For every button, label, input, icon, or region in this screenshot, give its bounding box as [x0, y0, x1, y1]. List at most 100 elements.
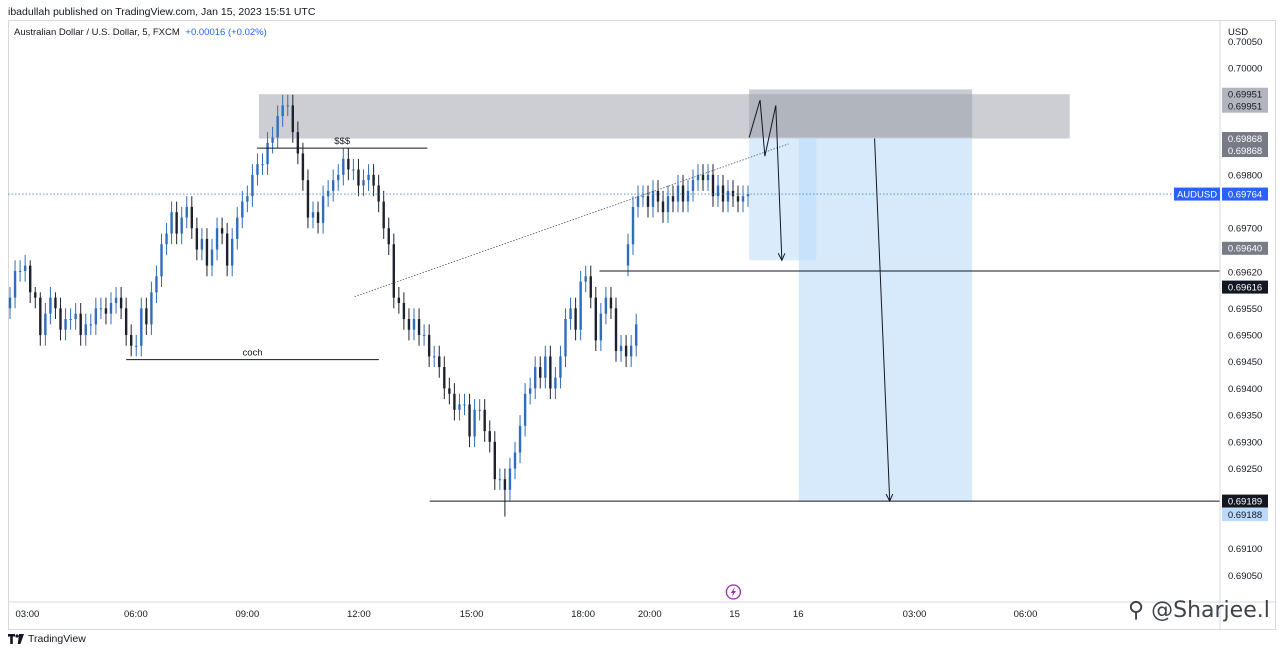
candle-body	[342, 158, 345, 175]
candle-body	[362, 180, 365, 186]
candle-body	[18, 270, 22, 272]
candle-body	[463, 404, 466, 406]
candle-body	[246, 196, 249, 202]
price-tag	[1222, 508, 1268, 522]
candle-late-body	[686, 190, 690, 202]
candle-body	[64, 319, 67, 330]
candle-body	[296, 132, 300, 154]
candle-body	[23, 265, 27, 271]
candle-body	[251, 174, 254, 197]
candle-body	[564, 319, 567, 357]
candle-body	[402, 302, 406, 320]
zone-position	[749, 89, 973, 138]
candle-body	[256, 164, 259, 175]
candle-body	[145, 308, 148, 325]
candle-body	[114, 297, 118, 303]
trendline	[354, 143, 789, 297]
candle-body	[29, 265, 32, 293]
candles-layer	[8, 94, 750, 517]
candle-body	[185, 206, 188, 218]
candle-body	[554, 377, 557, 389]
candle-body	[635, 324, 638, 346]
candle-body	[387, 228, 390, 245]
candle-body	[165, 233, 168, 245]
y-tick-label: 0.69700	[1228, 224, 1262, 235]
x-tick-label: 18:00	[571, 609, 595, 620]
candle-late-body	[716, 185, 720, 197]
candle-body	[175, 212, 178, 234]
candle-body	[498, 479, 502, 481]
candle-body	[286, 105, 289, 107]
price-tag	[1222, 241, 1268, 255]
candle-body	[180, 217, 183, 234]
candle-body	[69, 319, 72, 321]
candle-body	[124, 308, 128, 336]
candle-body	[135, 345, 138, 347]
candle-body	[225, 233, 229, 266]
x-tick-label: 06:00	[1014, 609, 1038, 620]
candle-body	[89, 324, 92, 326]
candle-body	[508, 468, 512, 490]
y-tick-label: 0.69100	[1228, 544, 1262, 555]
target-arrow	[874, 138, 891, 502]
price-tag-label: 0.69189	[1228, 496, 1262, 507]
candle-late-body	[641, 196, 645, 198]
candle-body	[609, 297, 613, 309]
candle-body	[584, 276, 587, 282]
candle-body	[382, 201, 385, 229]
candle-body	[170, 212, 173, 234]
candle-body	[94, 308, 98, 325]
candle-body	[448, 388, 451, 394]
event-marker-icon	[725, 584, 742, 600]
candle-body	[109, 302, 113, 314]
candle-body	[357, 169, 360, 186]
candle-body	[453, 393, 456, 410]
y-tick-label: 0.69800	[1228, 170, 1262, 181]
candle-body	[443, 367, 446, 389]
y-tick-label: 0.69500	[1228, 331, 1262, 342]
price-tag-label: 0.69188	[1228, 510, 1262, 521]
candle-body	[594, 297, 597, 341]
candle-body	[549, 356, 552, 389]
candle-body	[599, 313, 603, 341]
candle-body	[483, 409, 486, 432]
candle-body	[412, 319, 416, 330]
candle-body	[39, 297, 42, 336]
price-change: +0.00016 (+0.02%)	[185, 27, 267, 38]
candle-body	[503, 479, 507, 490]
x-tick-label: 15	[729, 609, 740, 620]
price-tag	[1222, 280, 1268, 294]
candle-body	[74, 313, 77, 320]
price-tag	[1222, 99, 1268, 113]
candle-late-body	[631, 206, 635, 245]
candle-body	[130, 335, 133, 346]
candle-late-body	[646, 196, 650, 207]
candle-late-body	[746, 194, 750, 197]
candle-late-body	[626, 244, 630, 266]
candle-body	[44, 313, 47, 336]
candle-body	[276, 116, 279, 138]
candle-body	[49, 297, 52, 314]
x-tick-label: 03:00	[903, 609, 927, 620]
candle-body	[140, 308, 143, 346]
candle-late-body	[661, 201, 665, 213]
candle-body	[433, 356, 436, 358]
candle-late-body	[726, 190, 730, 202]
candle-body	[473, 409, 476, 437]
price-tag-label: 0.69951	[1228, 102, 1262, 113]
candle-late-body	[741, 196, 745, 202]
candle-body	[200, 238, 204, 250]
candle-body	[468, 404, 471, 437]
candle-body	[332, 180, 335, 191]
symbol-title: Australian Dollar / U.S. Dollar, 5, FXCM	[14, 27, 180, 38]
candle-body	[8, 297, 12, 309]
candle-body	[629, 345, 633, 357]
candle-body	[407, 319, 411, 330]
candle-body	[316, 212, 320, 223]
candle-body	[215, 228, 219, 250]
y-tick-label: 0.69450	[1228, 357, 1262, 368]
price-tag	[1222, 265, 1268, 279]
price-tag	[1222, 187, 1268, 201]
arrow-head	[777, 253, 786, 262]
